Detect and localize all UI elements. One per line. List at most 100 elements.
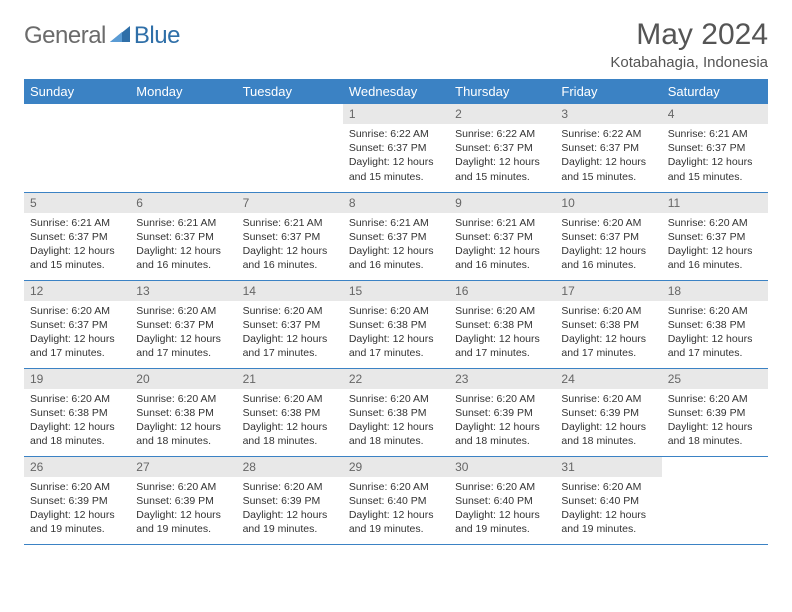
day-details: Sunrise: 6:20 AMSunset: 6:39 PMDaylight:… <box>555 389 661 453</box>
day-details: Sunrise: 6:21 AMSunset: 6:37 PMDaylight:… <box>662 124 768 188</box>
day-number: 27 <box>130 457 236 477</box>
logo-text-general: General <box>24 22 106 50</box>
day-number: 8 <box>343 193 449 213</box>
calendar-cell: 21Sunrise: 6:20 AMSunset: 6:38 PMDayligh… <box>237 368 343 456</box>
calendar-cell: 2Sunrise: 6:22 AMSunset: 6:37 PMDaylight… <box>449 104 555 192</box>
calendar-cell: 12Sunrise: 6:20 AMSunset: 6:37 PMDayligh… <box>24 280 130 368</box>
calendar-cell: 23Sunrise: 6:20 AMSunset: 6:39 PMDayligh… <box>449 368 555 456</box>
day-details: Sunrise: 6:20 AMSunset: 6:37 PMDaylight:… <box>662 213 768 277</box>
day-header-tuesday: Tuesday <box>237 79 343 104</box>
logo-sail-icon <box>110 24 132 49</box>
day-number: 1 <box>343 104 449 124</box>
day-details: Sunrise: 6:20 AMSunset: 6:39 PMDaylight:… <box>662 389 768 453</box>
day-number: 14 <box>237 281 343 301</box>
day-details: Sunrise: 6:20 AMSunset: 6:40 PMDaylight:… <box>555 477 661 541</box>
day-number: 18 <box>662 281 768 301</box>
day-details: Sunrise: 6:22 AMSunset: 6:37 PMDaylight:… <box>555 124 661 188</box>
calendar-cell-empty <box>662 456 768 544</box>
day-number: 21 <box>237 369 343 389</box>
day-number: 30 <box>449 457 555 477</box>
day-number: 15 <box>343 281 449 301</box>
day-header-monday: Monday <box>130 79 236 104</box>
calendar-cell: 7Sunrise: 6:21 AMSunset: 6:37 PMDaylight… <box>237 192 343 280</box>
logo: General Blue <box>24 18 180 50</box>
calendar-cell: 11Sunrise: 6:20 AMSunset: 6:37 PMDayligh… <box>662 192 768 280</box>
day-details: Sunrise: 6:20 AMSunset: 6:39 PMDaylight:… <box>449 389 555 453</box>
calendar-cell: 10Sunrise: 6:20 AMSunset: 6:37 PMDayligh… <box>555 192 661 280</box>
day-header-wednesday: Wednesday <box>343 79 449 104</box>
calendar-cell: 20Sunrise: 6:20 AMSunset: 6:38 PMDayligh… <box>130 368 236 456</box>
calendar-row: 19Sunrise: 6:20 AMSunset: 6:38 PMDayligh… <box>24 368 768 456</box>
day-header-sunday: Sunday <box>24 79 130 104</box>
title-block: May 2024 Kotabahagia, Indonesia <box>610 18 768 71</box>
calendar-cell-empty <box>24 104 130 192</box>
calendar-cell: 8Sunrise: 6:21 AMSunset: 6:37 PMDaylight… <box>343 192 449 280</box>
day-number: 7 <box>237 193 343 213</box>
day-details: Sunrise: 6:20 AMSunset: 6:37 PMDaylight:… <box>130 301 236 365</box>
day-details: Sunrise: 6:20 AMSunset: 6:38 PMDaylight:… <box>662 301 768 365</box>
calendar-cell: 6Sunrise: 6:21 AMSunset: 6:37 PMDaylight… <box>130 192 236 280</box>
calendar-row: 26Sunrise: 6:20 AMSunset: 6:39 PMDayligh… <box>24 456 768 544</box>
day-number: 19 <box>24 369 130 389</box>
day-header-saturday: Saturday <box>662 79 768 104</box>
calendar-cell: 18Sunrise: 6:20 AMSunset: 6:38 PMDayligh… <box>662 280 768 368</box>
logo-text-blue: Blue <box>134 22 180 50</box>
day-number: 23 <box>449 369 555 389</box>
day-details: Sunrise: 6:20 AMSunset: 6:38 PMDaylight:… <box>343 389 449 453</box>
day-number: 9 <box>449 193 555 213</box>
day-details: Sunrise: 6:20 AMSunset: 6:40 PMDaylight:… <box>343 477 449 541</box>
calendar-cell: 24Sunrise: 6:20 AMSunset: 6:39 PMDayligh… <box>555 368 661 456</box>
day-number: 10 <box>555 193 661 213</box>
calendar-row: 12Sunrise: 6:20 AMSunset: 6:37 PMDayligh… <box>24 280 768 368</box>
calendar-cell: 13Sunrise: 6:20 AMSunset: 6:37 PMDayligh… <box>130 280 236 368</box>
calendar-cell: 4Sunrise: 6:21 AMSunset: 6:37 PMDaylight… <box>662 104 768 192</box>
day-number: 3 <box>555 104 661 124</box>
day-number: 28 <box>237 457 343 477</box>
page-title: May 2024 <box>610 18 768 52</box>
day-header-friday: Friday <box>555 79 661 104</box>
day-number: 31 <box>555 457 661 477</box>
day-number: 22 <box>343 369 449 389</box>
day-number: 4 <box>662 104 768 124</box>
day-number: 6 <box>130 193 236 213</box>
day-details: Sunrise: 6:21 AMSunset: 6:37 PMDaylight:… <box>130 213 236 277</box>
day-number: 24 <box>555 369 661 389</box>
day-details: Sunrise: 6:20 AMSunset: 6:38 PMDaylight:… <box>555 301 661 365</box>
calendar-cell: 29Sunrise: 6:20 AMSunset: 6:40 PMDayligh… <box>343 456 449 544</box>
day-number: 13 <box>130 281 236 301</box>
day-details: Sunrise: 6:22 AMSunset: 6:37 PMDaylight:… <box>343 124 449 188</box>
day-details: Sunrise: 6:20 AMSunset: 6:39 PMDaylight:… <box>24 477 130 541</box>
day-details: Sunrise: 6:20 AMSunset: 6:40 PMDaylight:… <box>449 477 555 541</box>
day-details: Sunrise: 6:20 AMSunset: 6:38 PMDaylight:… <box>24 389 130 453</box>
day-details: Sunrise: 6:21 AMSunset: 6:37 PMDaylight:… <box>237 213 343 277</box>
calendar-cell: 25Sunrise: 6:20 AMSunset: 6:39 PMDayligh… <box>662 368 768 456</box>
calendar-cell: 27Sunrise: 6:20 AMSunset: 6:39 PMDayligh… <box>130 456 236 544</box>
calendar-cell: 14Sunrise: 6:20 AMSunset: 6:37 PMDayligh… <box>237 280 343 368</box>
calendar-cell: 17Sunrise: 6:20 AMSunset: 6:38 PMDayligh… <box>555 280 661 368</box>
day-details: Sunrise: 6:21 AMSunset: 6:37 PMDaylight:… <box>449 213 555 277</box>
day-number: 5 <box>24 193 130 213</box>
day-details: Sunrise: 6:20 AMSunset: 6:37 PMDaylight:… <box>24 301 130 365</box>
calendar-cell: 19Sunrise: 6:20 AMSunset: 6:38 PMDayligh… <box>24 368 130 456</box>
day-details: Sunrise: 6:20 AMSunset: 6:38 PMDaylight:… <box>343 301 449 365</box>
calendar-cell: 5Sunrise: 6:21 AMSunset: 6:37 PMDaylight… <box>24 192 130 280</box>
day-number: 11 <box>662 193 768 213</box>
calendar-cell: 16Sunrise: 6:20 AMSunset: 6:38 PMDayligh… <box>449 280 555 368</box>
calendar-cell: 30Sunrise: 6:20 AMSunset: 6:40 PMDayligh… <box>449 456 555 544</box>
calendar-cell: 22Sunrise: 6:20 AMSunset: 6:38 PMDayligh… <box>343 368 449 456</box>
day-number: 25 <box>662 369 768 389</box>
calendar-cell: 1Sunrise: 6:22 AMSunset: 6:37 PMDaylight… <box>343 104 449 192</box>
calendar-cell-empty <box>237 104 343 192</box>
day-details: Sunrise: 6:20 AMSunset: 6:38 PMDaylight:… <box>237 389 343 453</box>
calendar-cell: 26Sunrise: 6:20 AMSunset: 6:39 PMDayligh… <box>24 456 130 544</box>
calendar-cell: 28Sunrise: 6:20 AMSunset: 6:39 PMDayligh… <box>237 456 343 544</box>
day-details: Sunrise: 6:21 AMSunset: 6:37 PMDaylight:… <box>24 213 130 277</box>
calendar-cell: 31Sunrise: 6:20 AMSunset: 6:40 PMDayligh… <box>555 456 661 544</box>
day-details: Sunrise: 6:20 AMSunset: 6:37 PMDaylight:… <box>555 213 661 277</box>
day-header-thursday: Thursday <box>449 79 555 104</box>
calendar-table: SundayMondayTuesdayWednesdayThursdayFrid… <box>24 79 768 545</box>
calendar-row: 1Sunrise: 6:22 AMSunset: 6:37 PMDaylight… <box>24 104 768 192</box>
calendar-cell-empty <box>130 104 236 192</box>
day-details: Sunrise: 6:20 AMSunset: 6:39 PMDaylight:… <box>130 477 236 541</box>
day-details: Sunrise: 6:20 AMSunset: 6:38 PMDaylight:… <box>449 301 555 365</box>
